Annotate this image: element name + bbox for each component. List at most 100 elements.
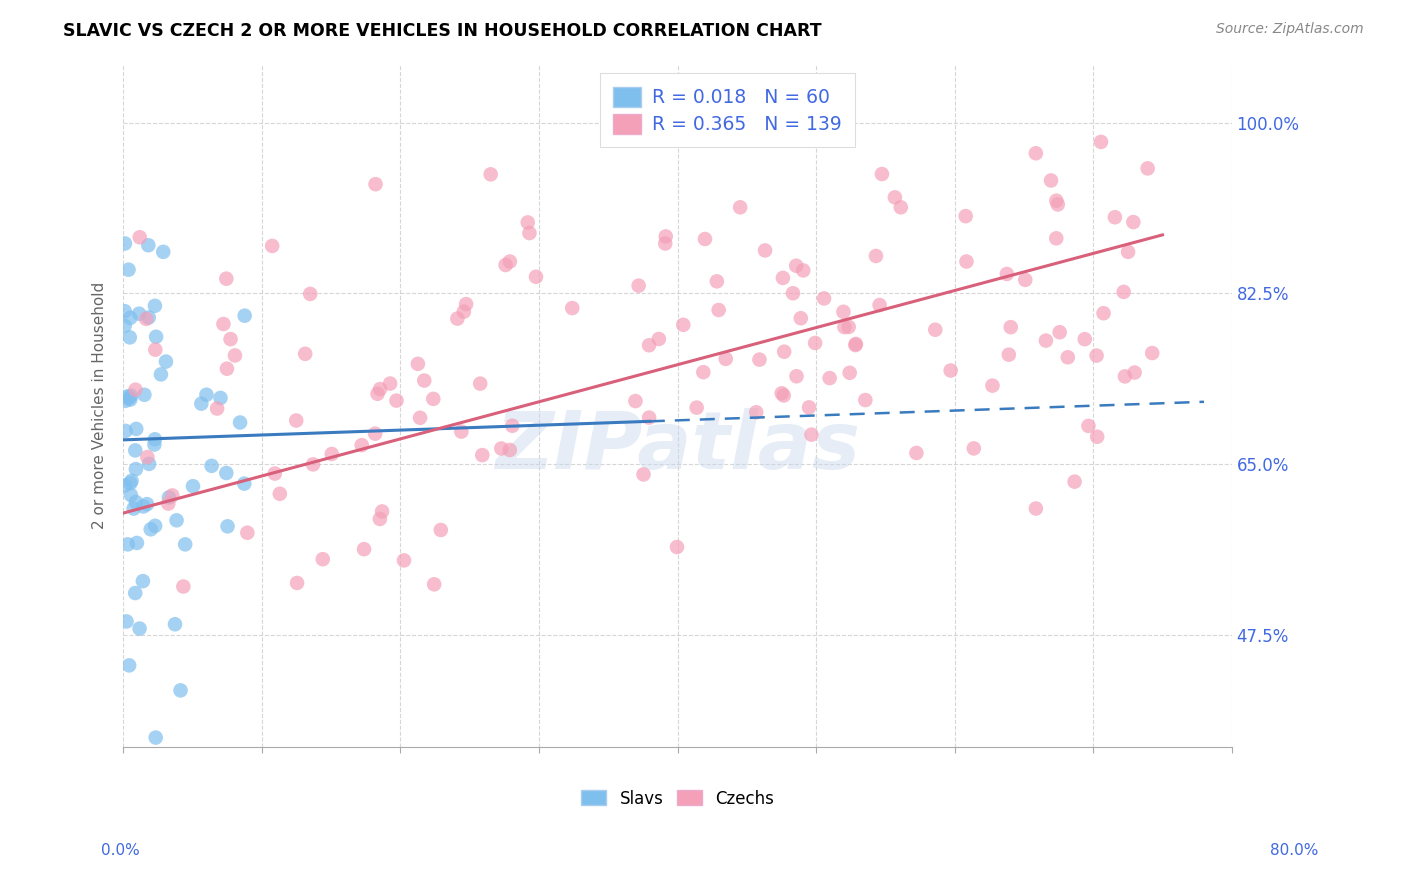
Point <box>149 368 172 382</box>
Point <box>1090 135 1112 149</box>
Legend: Slavs, Czechs: Slavs, Czechs <box>575 783 780 814</box>
Point <box>786 369 808 384</box>
Point <box>1074 332 1097 346</box>
Point <box>790 311 813 326</box>
Point <box>117 262 139 277</box>
Point <box>665 540 688 554</box>
Point <box>114 236 136 251</box>
Point <box>136 238 159 252</box>
Point <box>883 190 905 204</box>
Point <box>392 553 415 567</box>
Point <box>804 336 827 351</box>
Point <box>797 401 820 415</box>
Point <box>209 391 232 405</box>
Point <box>998 348 1021 362</box>
Point <box>865 249 887 263</box>
Point <box>124 443 146 458</box>
Point <box>782 286 804 301</box>
Point <box>233 309 256 323</box>
Point <box>1104 211 1126 225</box>
Point <box>707 303 730 318</box>
Point <box>890 200 912 214</box>
Point <box>955 209 977 223</box>
Point <box>499 442 522 457</box>
Point <box>773 344 796 359</box>
Point <box>800 427 823 442</box>
Point <box>446 311 468 326</box>
Point <box>124 383 146 397</box>
Point <box>638 410 661 425</box>
Point <box>1063 475 1085 489</box>
Point <box>692 365 714 379</box>
Point <box>143 437 166 451</box>
Point <box>772 388 794 402</box>
Point <box>471 448 494 462</box>
Point <box>190 397 212 411</box>
Point <box>1035 334 1057 348</box>
Point <box>145 731 167 745</box>
Point <box>624 394 647 409</box>
Point <box>172 580 194 594</box>
Point <box>115 390 138 404</box>
Point <box>905 446 928 460</box>
Point <box>519 226 541 240</box>
Point <box>125 462 148 476</box>
Point <box>143 343 166 357</box>
Point <box>212 317 235 331</box>
Point <box>120 392 142 407</box>
Point <box>870 167 893 181</box>
Point <box>1000 320 1022 334</box>
Point <box>114 318 136 333</box>
Point <box>456 297 478 311</box>
Point <box>1092 306 1115 320</box>
Point <box>321 447 343 461</box>
Point <box>1123 366 1146 380</box>
Point <box>1085 349 1108 363</box>
Point <box>157 496 180 510</box>
Point <box>672 318 695 332</box>
Point <box>125 536 148 550</box>
Point <box>262 239 284 253</box>
Point <box>224 349 246 363</box>
Point <box>217 519 239 533</box>
Point <box>981 378 1004 392</box>
Point <box>409 410 432 425</box>
Point <box>869 298 891 312</box>
Point <box>754 244 776 258</box>
Point <box>120 488 142 502</box>
Point <box>955 254 977 268</box>
Point <box>785 259 807 273</box>
Point <box>132 500 155 514</box>
Point <box>162 488 184 502</box>
Point <box>499 254 522 268</box>
Point <box>924 323 946 337</box>
Point <box>269 487 291 501</box>
Point <box>299 287 322 301</box>
Point <box>939 363 962 377</box>
Point <box>312 552 335 566</box>
Point <box>163 617 186 632</box>
Point <box>143 299 166 313</box>
Text: Source: ZipAtlas.com: Source: ZipAtlas.com <box>1216 22 1364 37</box>
Point <box>138 457 160 471</box>
Point <box>1077 418 1099 433</box>
Point <box>174 537 197 551</box>
Point <box>685 401 707 415</box>
Point <box>143 518 166 533</box>
Point <box>135 311 157 326</box>
Point <box>1085 430 1108 444</box>
Point <box>422 392 444 406</box>
Point <box>120 310 142 325</box>
Point <box>491 442 513 456</box>
Point <box>353 542 375 557</box>
Point <box>706 274 728 288</box>
Point <box>136 450 159 464</box>
Point <box>748 352 770 367</box>
Point <box>118 330 141 344</box>
Y-axis label: 2 or more Vehicles in Household: 2 or more Vehicles in Household <box>93 282 107 529</box>
Point <box>501 418 523 433</box>
Point <box>524 269 547 284</box>
Point <box>368 382 391 396</box>
Point <box>385 393 408 408</box>
Point <box>1045 231 1067 245</box>
